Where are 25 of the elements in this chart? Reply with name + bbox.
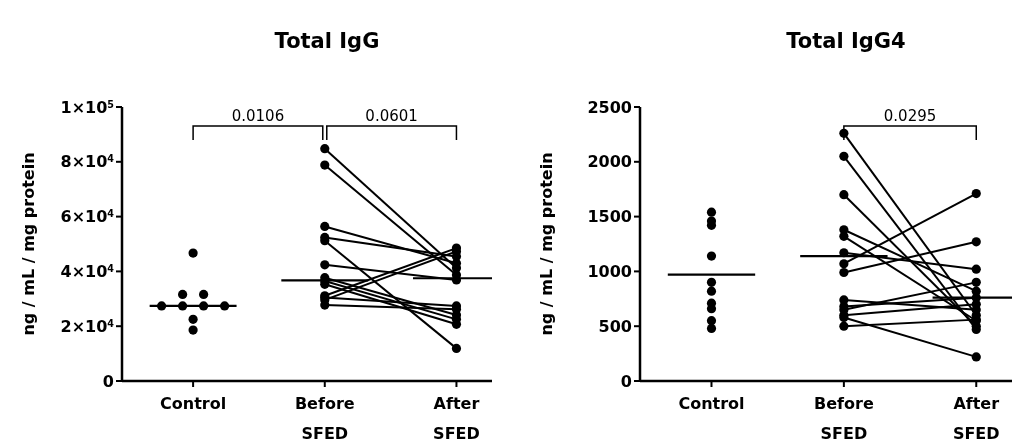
x-tick-label: Before SFED [294, 394, 355, 443]
y-tick-label: 4×10$^{4}$ [60, 262, 115, 281]
annotation: 0.0601 [365, 107, 418, 125]
y-tick-label: 1500 [587, 207, 632, 227]
x-tick-label: After SFED [433, 394, 480, 443]
y-tick-label: 0 [620, 371, 632, 391]
chart-title: Total IgG [274, 29, 380, 53]
y-axis-title: ng / mL / mg protein [19, 152, 38, 336]
y-tick-label: 1×10$^{5}$ [60, 97, 114, 117]
y-tick-label: 2500 [587, 97, 632, 117]
y-tick-label: 500 [598, 316, 632, 336]
y-tick-label: 2×10$^{4}$ [60, 316, 115, 336]
y-axis-title: ng / mL / mg protein [537, 152, 556, 336]
x-tick-label: Control [678, 394, 745, 413]
chart-title: Total IgG4 [786, 29, 906, 53]
x-tick-label: After SFED [952, 394, 1000, 443]
y-tick-label: 8×10$^{4}$ [60, 152, 115, 172]
y-tick-label: 6×10$^{4}$ [60, 207, 115, 227]
annotation: 0.0295 [883, 107, 937, 125]
x-tick-label: Before SFED [814, 394, 874, 443]
annotation: 0.0106 [231, 107, 285, 125]
y-tick-label: 0 [102, 371, 114, 391]
y-tick-label: 1000 [587, 262, 632, 281]
x-tick-label: Control [160, 394, 227, 413]
y-tick-label: 2000 [587, 152, 632, 172]
